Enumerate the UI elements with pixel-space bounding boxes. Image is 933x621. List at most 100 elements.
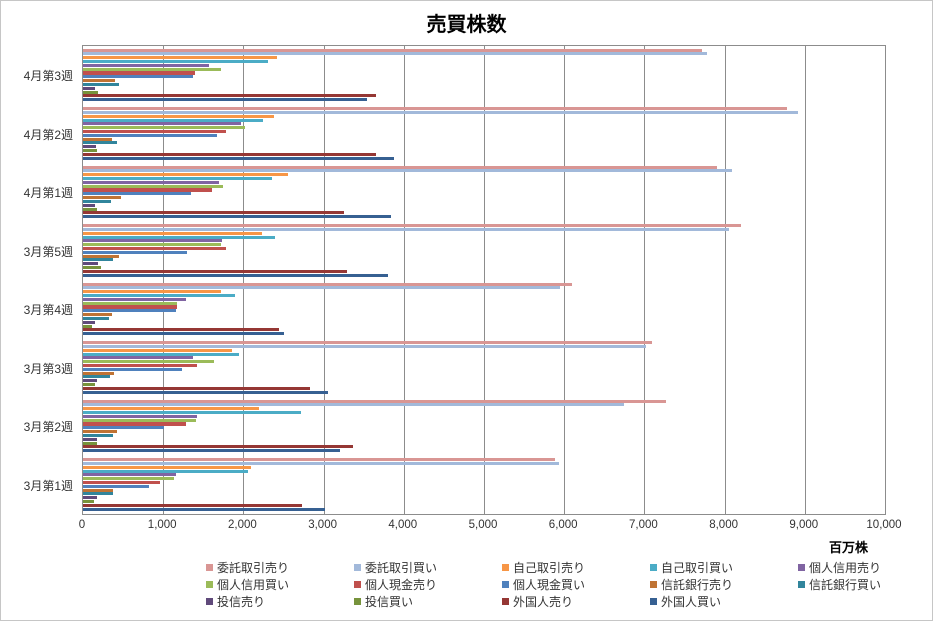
bar bbox=[83, 63, 209, 67]
bar bbox=[83, 184, 224, 188]
bar bbox=[83, 114, 274, 118]
bar bbox=[83, 246, 226, 251]
bar-row bbox=[83, 215, 885, 219]
bar-row bbox=[83, 126, 885, 130]
bar bbox=[83, 254, 120, 258]
bar bbox=[83, 215, 391, 219]
bar bbox=[83, 500, 95, 504]
bar bbox=[83, 86, 96, 90]
bar bbox=[83, 227, 729, 231]
bar bbox=[83, 305, 177, 309]
bar-row bbox=[83, 86, 885, 91]
bar bbox=[83, 141, 117, 145]
legend-swatch-icon bbox=[650, 564, 657, 571]
category-band bbox=[83, 46, 885, 105]
legend-label: 個人信用買い bbox=[217, 578, 290, 592]
legend-item: 投信買い bbox=[354, 593, 502, 610]
bar bbox=[83, 371, 115, 375]
bar-row bbox=[83, 231, 885, 236]
bar-row bbox=[83, 269, 885, 274]
bar-row bbox=[83, 328, 885, 332]
bar bbox=[83, 379, 98, 383]
bar-row bbox=[83, 430, 885, 434]
bar bbox=[83, 492, 114, 496]
bar-row bbox=[83, 371, 885, 376]
bar bbox=[83, 458, 556, 462]
bar-row bbox=[83, 145, 885, 149]
legend-item: 自己取引売り bbox=[502, 559, 650, 576]
legend-label: 自己取引売り bbox=[513, 561, 586, 575]
bar bbox=[83, 165, 717, 169]
bar bbox=[83, 383, 96, 387]
bar bbox=[83, 273, 388, 277]
tick-label: 2,000 bbox=[228, 519, 257, 531]
bar bbox=[83, 316, 109, 320]
bar-row bbox=[83, 63, 885, 68]
bar bbox=[83, 188, 213, 192]
bar bbox=[83, 433, 114, 437]
bar bbox=[83, 290, 221, 294]
bar-row bbox=[83, 188, 885, 192]
bar-row bbox=[83, 211, 885, 215]
bar bbox=[83, 239, 222, 243]
gridline bbox=[724, 46, 726, 514]
legend-label: 投信売り bbox=[217, 595, 266, 609]
bar-row bbox=[83, 133, 885, 138]
legend-label: 信託銀行買い bbox=[809, 578, 882, 592]
bar bbox=[83, 207, 98, 211]
bar-row bbox=[83, 224, 885, 228]
bar-row bbox=[83, 152, 885, 157]
bar bbox=[83, 145, 96, 149]
gridline bbox=[564, 46, 566, 514]
bar bbox=[83, 352, 240, 356]
tick-label: 1,000 bbox=[147, 519, 177, 531]
bar bbox=[83, 177, 273, 181]
bar bbox=[83, 224, 741, 228]
bar bbox=[83, 282, 573, 286]
bar-row bbox=[83, 199, 885, 204]
category-band bbox=[83, 163, 885, 222]
bar bbox=[83, 203, 96, 207]
legend-swatch-icon bbox=[502, 581, 509, 588]
bar bbox=[83, 129, 226, 134]
category-label: 3月第4週 bbox=[23, 303, 73, 318]
bar bbox=[83, 473, 177, 477]
bar-row bbox=[83, 449, 885, 453]
bar-row bbox=[83, 48, 885, 53]
bar bbox=[83, 414, 197, 418]
legend-swatch-icon bbox=[354, 564, 361, 571]
legend-swatch-icon bbox=[354, 598, 361, 605]
bar bbox=[83, 324, 92, 328]
bar-row bbox=[83, 375, 885, 379]
bar bbox=[83, 137, 112, 141]
bar bbox=[83, 266, 101, 270]
bar bbox=[83, 313, 112, 317]
bar-row bbox=[83, 348, 885, 353]
bar-row bbox=[83, 445, 885, 449]
legend-item: 委託取引売り bbox=[206, 559, 354, 576]
bar bbox=[83, 411, 302, 415]
bar-row bbox=[83, 184, 885, 189]
bar bbox=[83, 60, 269, 64]
legend-swatch-icon bbox=[798, 564, 805, 571]
bar bbox=[83, 449, 340, 453]
bar bbox=[83, 173, 288, 177]
bar-row bbox=[83, 110, 885, 115]
bar bbox=[83, 211, 345, 215]
bar-row bbox=[83, 82, 885, 87]
bar-row bbox=[83, 250, 885, 255]
bar bbox=[83, 79, 116, 83]
bar-row bbox=[83, 360, 885, 364]
tick-label: 9,000 bbox=[789, 519, 819, 531]
legend-swatch-icon bbox=[206, 564, 213, 571]
bar-row bbox=[83, 239, 885, 243]
tick-label: 5,000 bbox=[468, 519, 498, 531]
bar bbox=[83, 286, 561, 290]
bar bbox=[83, 169, 732, 173]
bar bbox=[83, 348, 233, 352]
legend-item: 委託取引買い bbox=[354, 559, 502, 576]
bar bbox=[83, 156, 395, 160]
bar-row bbox=[83, 107, 885, 111]
bar-row bbox=[83, 273, 885, 278]
legend-swatch-icon bbox=[206, 598, 213, 605]
